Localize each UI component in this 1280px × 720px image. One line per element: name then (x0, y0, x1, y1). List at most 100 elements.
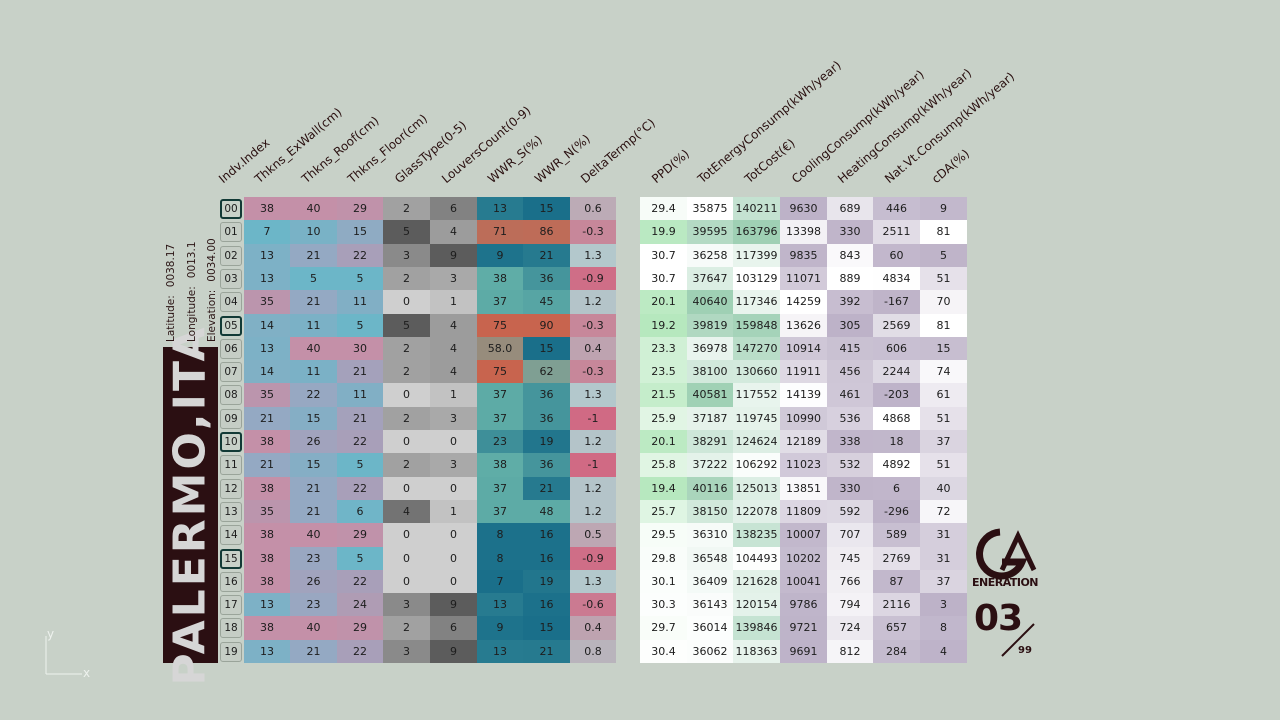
table-cell: 532 (827, 453, 873, 478)
table-cell: 5 (383, 313, 430, 338)
table-cell: -0.9 (570, 546, 616, 571)
table-cell: 35 (244, 290, 290, 314)
table-cell: 21 (523, 476, 570, 501)
table-cell: 4892 (873, 453, 920, 478)
table-cell: 58.0 (477, 336, 523, 361)
table-cell: 130660 (733, 360, 780, 384)
generation-number: 03 (974, 598, 1023, 639)
table-cell: 2 (383, 197, 430, 221)
table-cell: 75 (477, 313, 523, 338)
table-cell: 7 (477, 569, 523, 594)
table-cell: 36062 (687, 639, 733, 664)
table-cell: 0.6 (570, 197, 616, 221)
row-index-badge: 05 (220, 315, 242, 336)
table-cell: 1.3 (570, 383, 616, 408)
table-cell: 36409 (687, 569, 733, 594)
table-cell: 38 (477, 266, 523, 291)
table-cell: 117399 (733, 243, 780, 268)
row-index-badge: 13 (220, 501, 242, 522)
table-cell: 889 (827, 266, 873, 291)
table-cell: 0 (383, 546, 430, 571)
table-cell: 104493 (733, 546, 780, 571)
table-cell: 446 (873, 197, 920, 221)
table-cell: 21 (244, 406, 290, 431)
table-cell: 11 (337, 383, 383, 408)
table-cell: 9 (920, 197, 967, 221)
table-cell: 10990 (780, 406, 827, 431)
row-index-badge: 03 (220, 268, 242, 289)
row-index-badge: 16 (220, 571, 242, 592)
table-cell: 7 (244, 220, 290, 245)
table-cell: 11023 (780, 453, 827, 478)
table-cell: 40 (290, 616, 337, 641)
table-cell: 13398 (780, 220, 827, 245)
table-cell: 37187 (687, 406, 733, 431)
table-cell: 125013 (733, 476, 780, 501)
table-cell: 37 (920, 430, 967, 454)
table-cell: 29 (337, 616, 383, 641)
table-cell: 51 (920, 453, 967, 478)
table-cell: 9 (477, 616, 523, 641)
table-cell: 330 (827, 476, 873, 501)
table-cell: 21 (290, 243, 337, 268)
table-cell: 21 (523, 243, 570, 268)
table-cell: 38 (244, 616, 290, 641)
table-cell: 10914 (780, 336, 827, 361)
table-cell: 22 (337, 569, 383, 594)
table-cell: 13 (477, 593, 523, 617)
table-cell: 122078 (733, 499, 780, 524)
elevation-label: Elevation: (206, 289, 218, 342)
table-cell: 37 (477, 499, 523, 524)
generation-total: 99 (1018, 645, 1032, 656)
table-cell: 4 (383, 499, 430, 524)
table-cell: 37 (477, 476, 523, 501)
table-cell: 120154 (733, 593, 780, 617)
table-cell: 15 (523, 336, 570, 361)
table-cell: 31 (920, 546, 967, 571)
table-cell: 0 (430, 569, 477, 594)
table-cell: 9786 (780, 593, 827, 617)
table-cell: 3 (430, 266, 477, 291)
table-cell: 36 (523, 406, 570, 431)
slash-icon (1001, 623, 1035, 657)
table-cell: 13 (244, 639, 290, 664)
table-cell: 26 (290, 569, 337, 594)
table-cell: 766 (827, 569, 873, 594)
table-cell: 657 (873, 616, 920, 641)
table-cell: 39595 (687, 220, 733, 245)
table-cell: 3 (383, 243, 430, 268)
table-cell: 75 (477, 360, 523, 384)
table-cell: 37 (920, 569, 967, 594)
table-cell: 81 (920, 313, 967, 338)
table-cell: 21 (244, 453, 290, 478)
longitude-label: Longitude: (186, 286, 198, 342)
table-cell: 9 (430, 593, 477, 617)
table-cell: 3 (920, 593, 967, 617)
row-index-badge: 08 (220, 385, 242, 406)
generation-logo-icon (976, 528, 1037, 580)
row-index-badge: 04 (220, 292, 242, 313)
table-cell: 51 (920, 266, 967, 291)
axes-orientation-icon: y x (45, 628, 90, 680)
table-cell: 39819 (687, 313, 733, 338)
table-cell: 81 (920, 220, 967, 245)
table-cell: 51 (920, 406, 967, 431)
table-cell: 11911 (780, 360, 827, 384)
table-cell: 1.2 (570, 430, 616, 454)
table-cell: -1 (570, 453, 616, 478)
table-cell: 8 (477, 523, 523, 547)
table-cell: 15 (290, 406, 337, 431)
row-index-badge: 02 (220, 245, 242, 266)
table-cell: 74 (920, 360, 967, 384)
table-cell: 37222 (687, 453, 733, 478)
table-cell: 536 (827, 406, 873, 431)
table-cell: 1 (430, 499, 477, 524)
table-cell: 23 (477, 430, 523, 454)
table-cell: 1 (430, 290, 477, 314)
table-cell: 139846 (733, 616, 780, 641)
table-cell: 117346 (733, 290, 780, 314)
table-cell: 15 (523, 616, 570, 641)
table-cell: 0 (383, 569, 430, 594)
table-cell: 0 (383, 430, 430, 454)
